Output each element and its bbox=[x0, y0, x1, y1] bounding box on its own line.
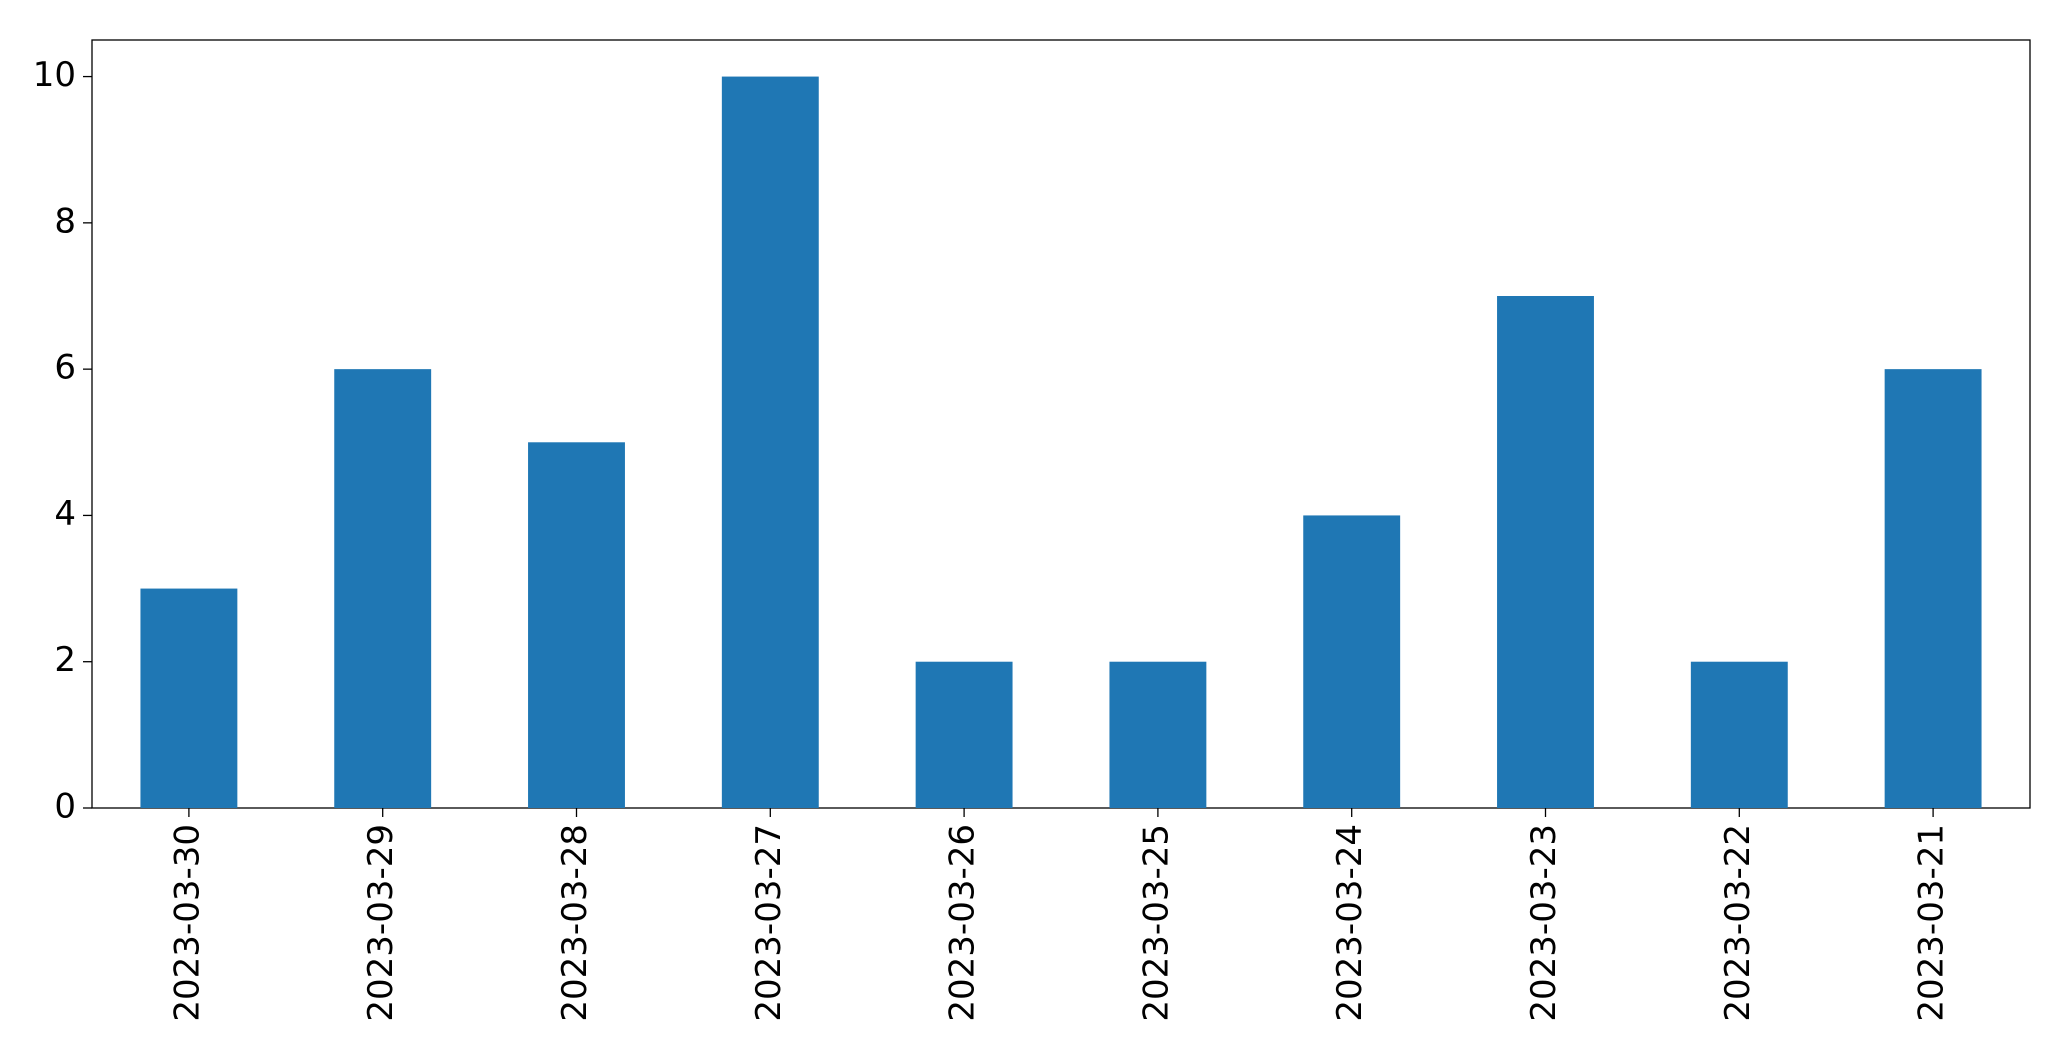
x-tick-label: 2023-03-21 bbox=[1912, 824, 1952, 1022]
bar bbox=[1109, 661, 1207, 808]
x-tick-label: 2023-03-28 bbox=[555, 824, 595, 1022]
y-tick-label: 0 bbox=[54, 787, 76, 827]
y-tick-label: 10 bbox=[33, 55, 76, 95]
plot-frame bbox=[91, 39, 2031, 809]
bar bbox=[915, 661, 1013, 808]
x-tick-label: 2023-03-30 bbox=[167, 824, 207, 1022]
bar bbox=[334, 369, 432, 808]
bar bbox=[721, 76, 819, 809]
bar bbox=[528, 442, 625, 808]
y-tick-label: 4 bbox=[54, 494, 76, 534]
x-tick-label: 2023-03-22 bbox=[1718, 824, 1758, 1022]
bar bbox=[1884, 369, 1982, 808]
x-tick-label: 2023-03-25 bbox=[1136, 824, 1176, 1022]
x-tick-label: 2023-03-23 bbox=[1524, 824, 1564, 1022]
bar bbox=[1690, 661, 1788, 808]
y-tick-label: 8 bbox=[54, 201, 76, 241]
x-tick-label: 2023-03-24 bbox=[1330, 824, 1370, 1022]
bar bbox=[140, 588, 238, 808]
y-tick-label: 6 bbox=[54, 348, 76, 388]
x-tick-label: 2023-03-26 bbox=[943, 824, 983, 1022]
x-tick-label: 2023-03-29 bbox=[361, 824, 401, 1022]
bar bbox=[1303, 515, 1401, 808]
x-tick-label: 2023-03-27 bbox=[749, 824, 789, 1022]
y-tick-label: 2 bbox=[54, 640, 76, 680]
bar bbox=[1497, 296, 1594, 808]
